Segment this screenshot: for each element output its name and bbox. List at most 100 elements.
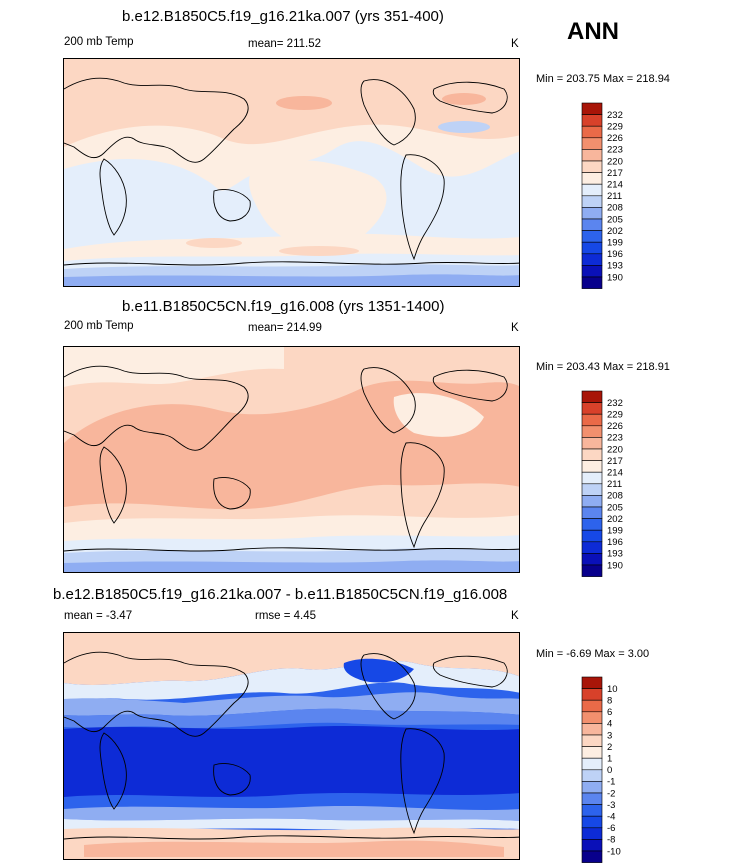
colorbar-label: 4: [607, 719, 612, 730]
colorbar-swatch: [581, 723, 603, 736]
colorbar-swatch: [581, 460, 603, 473]
season-label: ANN: [567, 18, 619, 45]
panel2-coastlines: [64, 365, 519, 552]
colorbar-label: 211: [607, 479, 622, 490]
colorbar-label: 232: [607, 110, 623, 121]
colorbar-swatch: [581, 757, 603, 771]
colorbar-label: 208: [607, 203, 623, 214]
colorbar-swatch: [581, 850, 603, 863]
colorbar-swatch: [581, 102, 603, 115]
colorbar-label: -6: [607, 823, 615, 834]
colorbar-label: 229: [607, 410, 623, 421]
colorbar-swatch: [581, 183, 603, 197]
colorbar-swatch: [581, 425, 603, 438]
colorbar-swatch: [581, 541, 603, 554]
colorbar-label: 1: [607, 754, 612, 765]
colorbar-swatch: [581, 241, 603, 255]
colorbar-label: -1: [607, 777, 615, 788]
colorbar-swatch: [581, 437, 603, 450]
panel1-title: b.e12.B1850C5.f19_g16.21ka.007 (yrs 351-…: [122, 8, 444, 25]
panel2-map-field: [64, 347, 519, 572]
colorbar-label: 217: [607, 456, 623, 467]
colorbar-label: 208: [607, 491, 623, 502]
colorbar-swatch: [581, 529, 603, 543]
colorbar-swatch: [581, 160, 603, 173]
colorbar-label: 2: [607, 742, 612, 753]
colorbar-swatch: [581, 230, 603, 243]
colorbar-swatch: [581, 149, 603, 162]
colorbar-swatch: [581, 253, 603, 266]
panel3-minmax: Min = -6.69 Max = 3.00: [536, 648, 650, 660]
colorbar-label: -8: [607, 835, 615, 846]
colorbar-swatch: [581, 207, 603, 220]
panel3-coastlines: [64, 651, 519, 840]
panel3-rmse: rmse = 4.45: [255, 610, 317, 622]
colorbar-label: 220: [607, 156, 623, 167]
colorbar-swatch: [581, 734, 603, 747]
colorbar-label: 193: [607, 261, 623, 272]
colorbar-label: 8: [607, 696, 612, 707]
colorbar-swatch: [581, 564, 603, 577]
panel3-units: K: [511, 610, 519, 622]
colorbar-swatch: [581, 483, 603, 496]
colorbar-swatch: [581, 390, 603, 403]
colorbar-label: 226: [607, 133, 623, 144]
colorbar-swatch: [581, 839, 603, 852]
colorbar-label: 3: [607, 730, 612, 741]
panel3-title: b.e12.B1850C5.f19_g16.21ka.007 - b.e11.B…: [53, 586, 508, 603]
colorbar-label: 223: [607, 145, 623, 156]
colorbar-swatch: [581, 553, 603, 566]
colorbar-label: 214: [607, 468, 623, 479]
colorbar-swatch: [581, 495, 603, 508]
colorbar-label: 199: [607, 526, 623, 537]
colorbar-label: 196: [607, 537, 623, 548]
panel1-minmax: Min = 203.75 Max = 218.94: [536, 73, 670, 85]
colorbar-swatch: [581, 518, 603, 531]
panel2-minmax: Min = 203.43 Max = 218.91: [536, 361, 670, 373]
panel1-units: K: [511, 38, 519, 50]
colorbar-label: 10: [607, 684, 618, 695]
colorbar-label: 202: [607, 226, 623, 237]
panel3-colorbar: 10 8 6 4 3 2 1 0 -1 -2 -3 -4 -6 -8 -10: [581, 676, 641, 863]
colorbar-label: 196: [607, 249, 623, 260]
colorbar-label: -3: [607, 800, 615, 811]
panel3-mean: mean = -3.47: [64, 610, 133, 622]
colorbar-swatch: [581, 781, 603, 794]
colorbar-swatch: [581, 676, 603, 689]
colorbar-swatch: [581, 276, 603, 289]
colorbar-swatch: [581, 506, 603, 519]
colorbar-swatch: [581, 711, 603, 724]
colorbar-label: 202: [607, 514, 623, 525]
colorbar-swatch: [581, 815, 603, 829]
panel1-coastlines: [64, 77, 519, 266]
colorbar-swatch: [581, 448, 603, 461]
colorbar-swatch: [581, 413, 603, 427]
panel3-map: [63, 632, 520, 860]
colorbar-label: 214: [607, 180, 623, 191]
colorbar-swatch: [581, 746, 603, 759]
colorbar-label: 199: [607, 238, 623, 249]
colorbar-swatch: [581, 195, 603, 208]
panel1-colorbar: 232 229 226 223 220 217 214 211 208 205 202 199 196 1…: [581, 102, 641, 289]
colorbar-label: 220: [607, 444, 623, 455]
colorbar-label: 226: [607, 421, 623, 432]
panel1-map-field: [64, 59, 519, 286]
colorbar-label: 205: [607, 214, 623, 225]
colorbar-swatch: [581, 804, 603, 817]
colorbar-label: 211: [607, 191, 622, 202]
colorbar-swatch: [581, 827, 603, 840]
colorbar-swatch: [581, 792, 603, 805]
panel2-variable: 200 mb Temp: [64, 320, 134, 332]
colorbar-label: 229: [607, 122, 623, 133]
colorbar-swatch: [581, 114, 603, 127]
panel2-colorbar: 232 229 226 223 220 217 214 211 208 205 202 199 196 1…: [581, 390, 641, 577]
panel2-title: b.e11.B1850C5CN.f19_g16.008 (yrs 1351-14…: [122, 298, 445, 315]
colorbar-label: 217: [607, 168, 623, 179]
panel1-colorbar-svg: 2322292262232202172142112082052021991961…: [581, 102, 623, 289]
colorbar-swatch: [581, 137, 603, 150]
panel1-variable: 200 mb Temp: [64, 36, 134, 48]
colorbar-label: 190: [607, 272, 623, 283]
colorbar-label: -10: [607, 846, 621, 857]
colorbar-label: 6: [607, 707, 612, 718]
